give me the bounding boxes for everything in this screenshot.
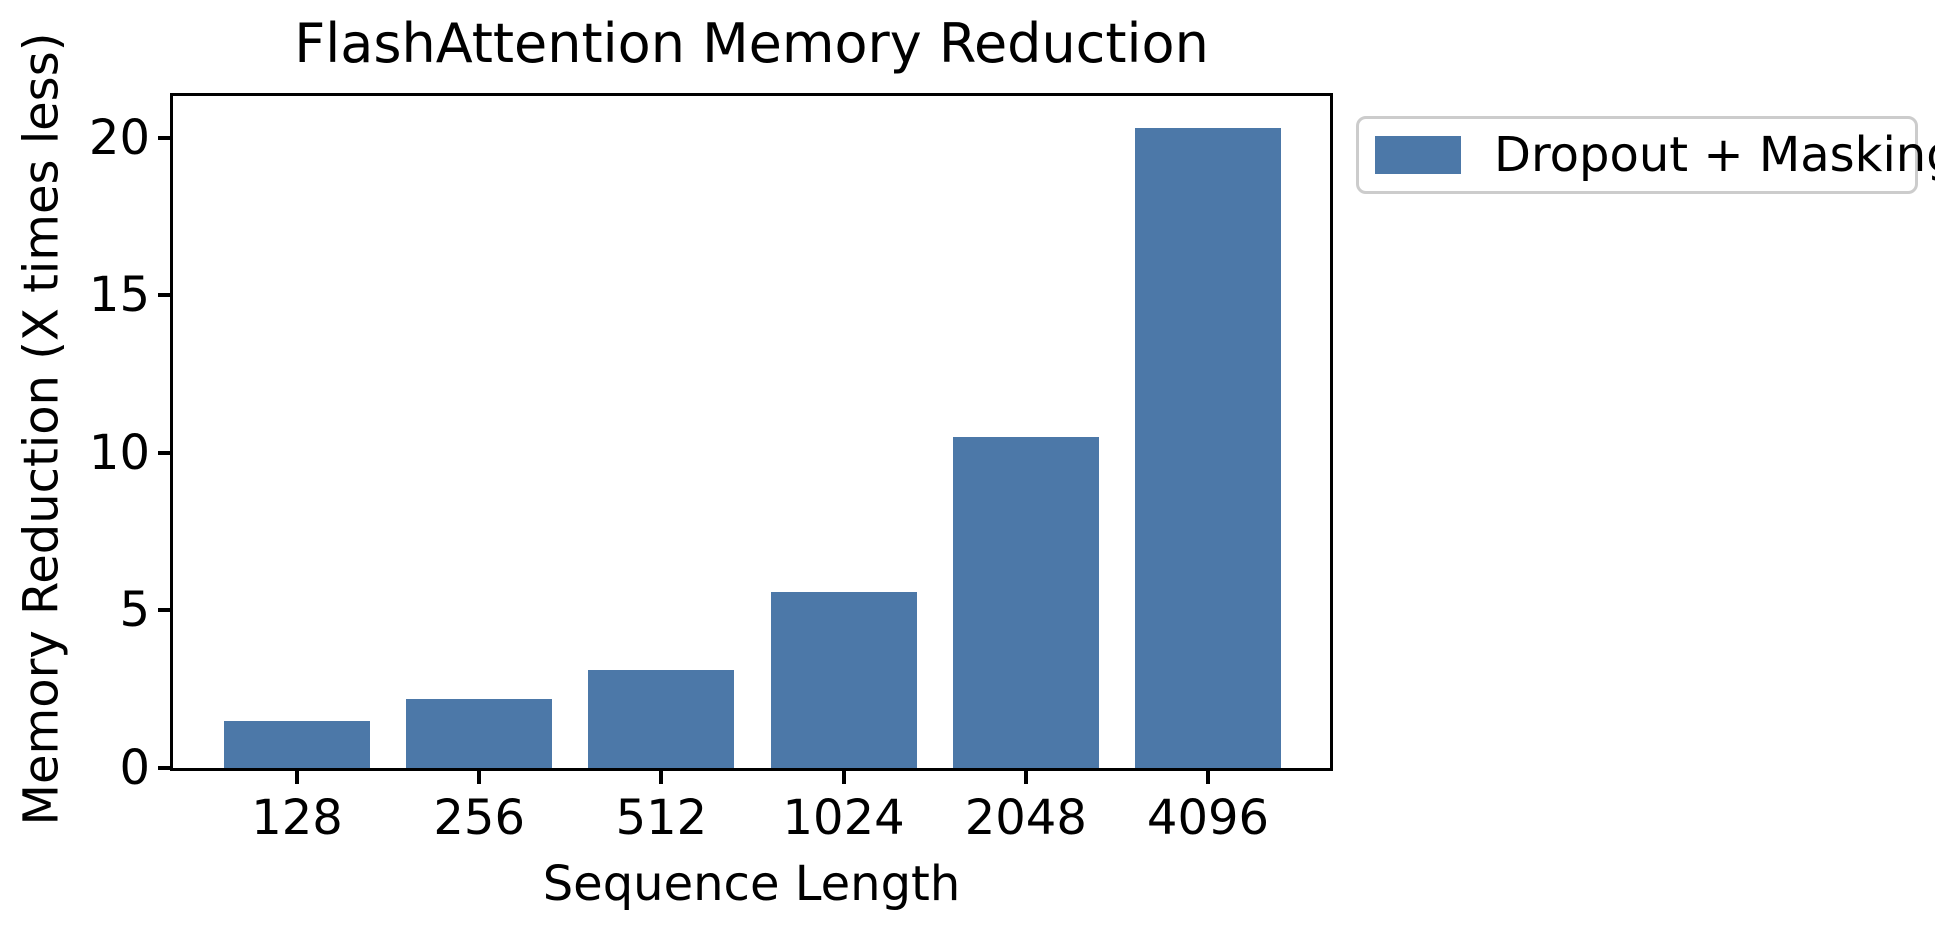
x-tick-mark	[659, 771, 664, 784]
legend-label: Dropout + Masking	[1494, 127, 1935, 183]
y-tick-mark	[158, 450, 170, 455]
y-tick-mark	[158, 135, 170, 140]
x-axis-label: Sequence Length	[542, 856, 961, 912]
x-tick-mark	[1206, 771, 1210, 784]
legend: Dropout + Masking	[1356, 116, 1935, 194]
plot-area: 128 256 512 1024 2048 4096 0 5 10 15 20	[89, 93, 1333, 842]
chart-title: FlashAttention Memory Reduction	[294, 12, 1209, 75]
x-tick-mark	[1023, 771, 1028, 784]
y-tick-mark	[158, 293, 170, 298]
bar-256	[406, 698, 553, 768]
bar-512	[588, 670, 735, 768]
bar-1024	[770, 591, 917, 768]
x-tick-label: 2048	[964, 790, 1087, 846]
x-tick-label: 256	[433, 790, 525, 846]
x-tick-mark	[477, 771, 482, 784]
x-tick-label: 512	[615, 790, 708, 846]
y-tick-label: 20	[88, 109, 150, 166]
legend-swatch-icon	[1375, 136, 1461, 174]
bar-128	[224, 720, 370, 768]
bar-2048	[952, 437, 1099, 768]
y-tick-mark	[158, 766, 170, 770]
y-tick-label: 0	[119, 740, 150, 796]
y-tick-label: 10	[88, 424, 150, 481]
x-tick-mark	[841, 771, 846, 784]
y-tick-label: 5	[119, 582, 150, 639]
bar-4096	[1135, 128, 1281, 768]
x-tick-label: 128	[251, 790, 343, 846]
x-tick-label: 4096	[1146, 790, 1270, 846]
y-tick-label: 15	[88, 267, 150, 324]
y-tick-mark	[158, 608, 170, 613]
x-tick-label: 1024	[782, 790, 905, 846]
x-tick-mark	[295, 771, 299, 784]
